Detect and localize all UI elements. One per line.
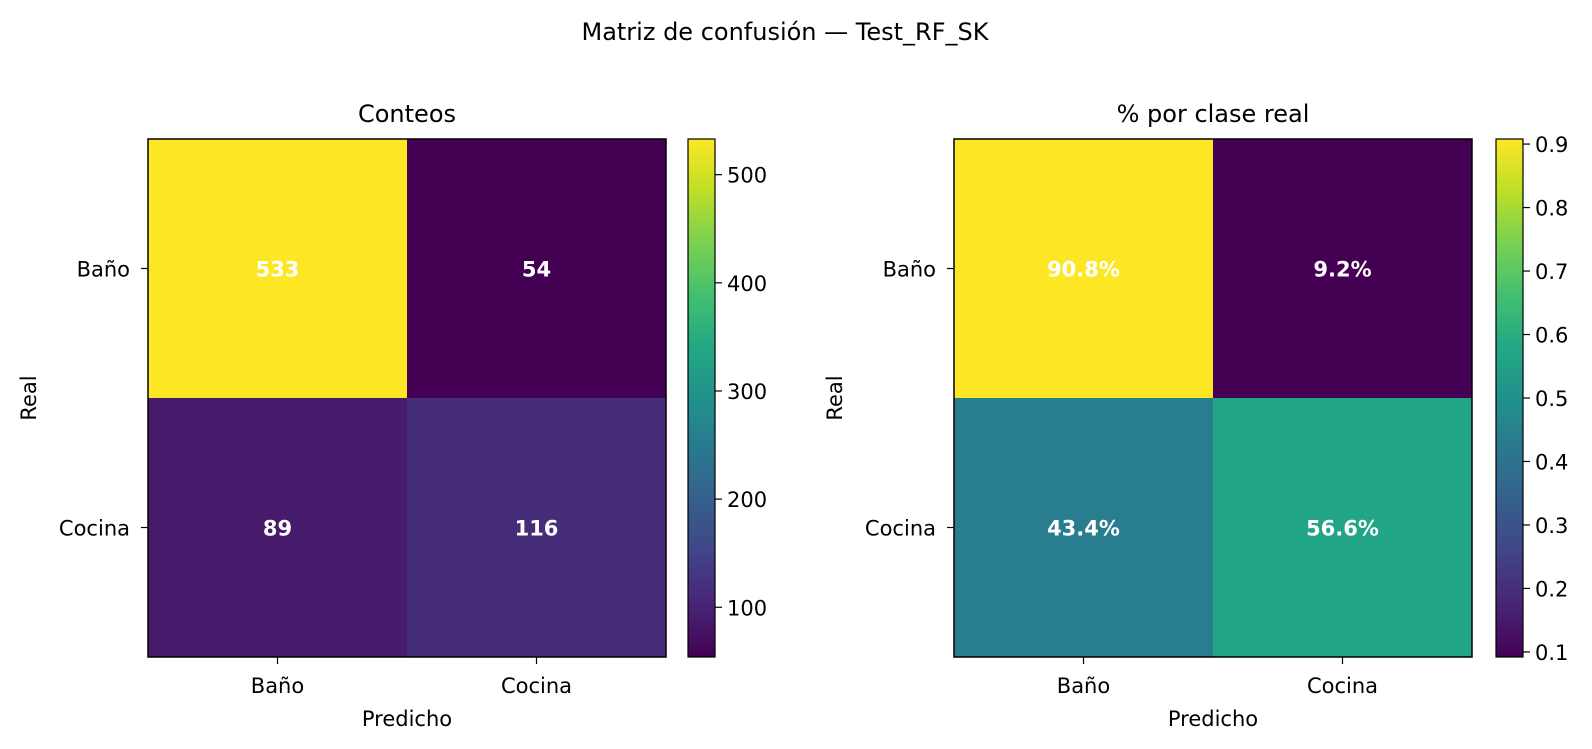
heatmap-frame [953, 138, 1473, 658]
colorbar-tick-label: 300 [727, 380, 767, 404]
subplot-title: % por clase real [1117, 100, 1310, 128]
y-tick-label: Baño [77, 258, 130, 282]
heatmap-cell [1213, 398, 1472, 657]
colorbar-tick-label: 0.7 [1535, 260, 1568, 284]
colorbar-tick-label: 400 [727, 272, 767, 296]
y-tick-label: Cocina [59, 517, 130, 541]
x-axis-label: Predicho [362, 707, 452, 731]
colorbar-tick-label: 0.6 [1535, 324, 1568, 348]
heatmap-cell [148, 139, 407, 398]
colorbar-tick-label: 0.9 [1535, 133, 1568, 157]
cell-value-label: 54 [522, 258, 551, 282]
heatmap-cell [148, 398, 407, 657]
colorbar-tick-label: 500 [727, 164, 767, 188]
cell-value-label: 56.6% [1306, 517, 1379, 541]
y-tick-label: Cocina [865, 517, 936, 541]
cell-value-label: 89 [263, 517, 292, 541]
x-tick-label: Baño [251, 674, 304, 698]
y-axis-label: Real [823, 375, 847, 420]
colorbar-tick-label: 200 [727, 488, 767, 512]
subplot-title: Conteos [358, 100, 456, 128]
x-tick-label: Cocina [501, 674, 572, 698]
y-tick-label: Baño [883, 258, 936, 282]
heatmap-frame [147, 138, 667, 658]
colorbar-tick-label: 0.1 [1535, 641, 1568, 665]
colorbar-tick-label: 100 [727, 596, 767, 620]
heatmap-cell [407, 139, 666, 398]
heatmap-cell [954, 398, 1213, 657]
colorbar-tick-label: 0.2 [1535, 577, 1568, 601]
x-axis-label: Predicho [1168, 707, 1258, 731]
cell-value-label: 9.2% [1313, 258, 1371, 282]
colorbar-tick-label: 0.3 [1535, 514, 1568, 538]
colorbar-gradient [1496, 139, 1523, 657]
heatmap-cell [407, 398, 666, 657]
heatmap-cell [1213, 139, 1472, 398]
colorbar-gradient [688, 139, 715, 657]
cell-value-label: 90.8% [1047, 258, 1120, 282]
colorbar-tick-label: 0.8 [1535, 197, 1568, 221]
x-tick-label: Cocina [1307, 674, 1378, 698]
colorbar-tick-label: 0.4 [1535, 450, 1568, 474]
colorbar-tick-label: 0.5 [1535, 387, 1568, 411]
colorbar-frame [687, 138, 716, 658]
cell-value-label: 533 [256, 258, 300, 282]
cell-value-label: 116 [515, 517, 559, 541]
heatmap-cell [954, 139, 1213, 398]
x-tick-label: Baño [1057, 674, 1110, 698]
figure-title: Matriz de confusión — Test_RF_SK [581, 18, 989, 46]
y-axis-label: Real [17, 375, 41, 420]
cell-value-label: 43.4% [1047, 517, 1120, 541]
